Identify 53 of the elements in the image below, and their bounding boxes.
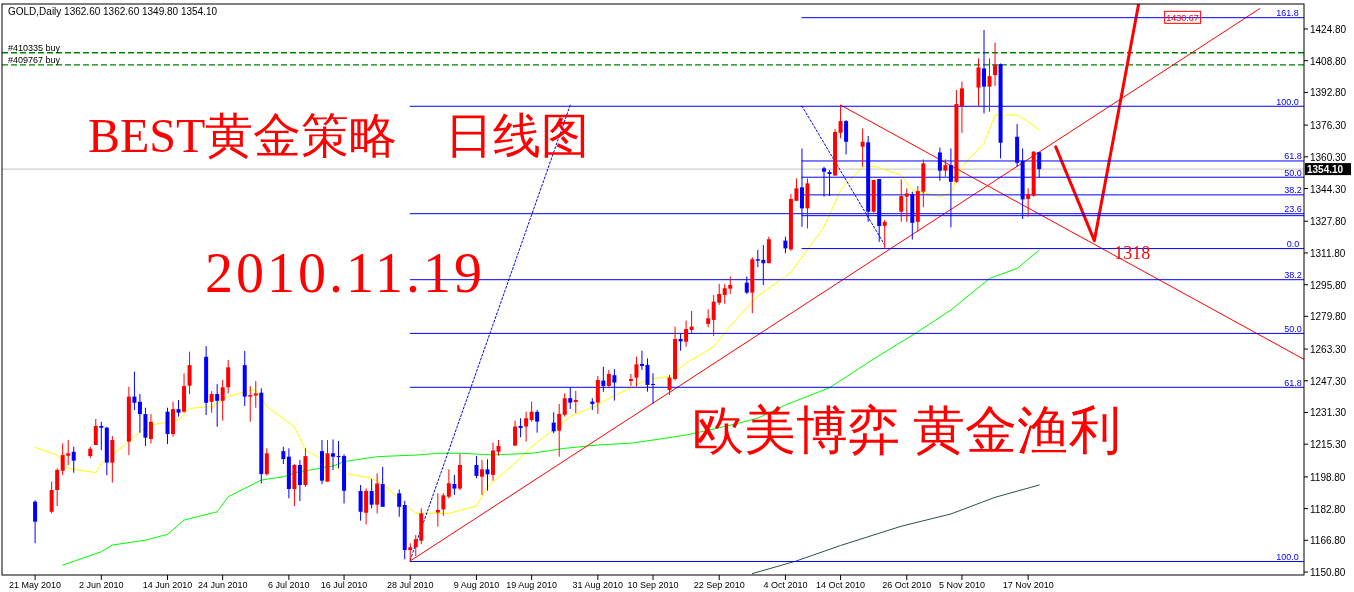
xtick: 19 Aug 2010: [506, 580, 557, 590]
ytick: 1408.80: [1310, 55, 1347, 67]
xtick: 14 Jun 2010: [142, 580, 193, 590]
ytick: 1344.30: [1310, 183, 1347, 195]
annotation: BEST黄金策略 日线图: [88, 109, 590, 162]
xtick: 22 Sep 2010: [693, 580, 745, 590]
xtick: 5 Nov 2010: [938, 580, 985, 590]
xtick: 9 Aug 2010: [453, 580, 500, 590]
annotation: 38.2: [1284, 270, 1302, 281]
ytick: 1150.80: [1310, 567, 1346, 579]
xtick: 4 Oct 2010: [763, 580, 808, 590]
ytick: 1215.30: [1310, 439, 1347, 451]
ytick: 1166.80: [1310, 535, 1346, 547]
annotation: 100.0: [1276, 552, 1299, 562]
annotation: 38.2: [1284, 185, 1302, 196]
xtick: 31 Aug 2010: [572, 580, 624, 590]
annotation: 100.0: [1276, 96, 1299, 107]
annotation: 61.8: [1284, 377, 1302, 388]
annotation: 50.0: [1284, 167, 1302, 178]
xtick: 6 Jul 2010: [268, 580, 310, 590]
annotation: 161.8: [1276, 8, 1299, 19]
ytick: 1424.80: [1310, 23, 1347, 35]
annotation: 1318: [1114, 242, 1151, 263]
xtick: 24 Jun 2010: [197, 580, 248, 590]
xtick: 28 Jul 2010: [387, 580, 434, 590]
annotation: 2010.11.19: [205, 242, 485, 304]
ref-label: #410335 buy: [8, 42, 61, 53]
xtick: 26 Oct 2010: [882, 580, 932, 590]
annotation: 50.0: [1284, 323, 1302, 334]
title: GOLD,Daily 1362.60 1362.60 1349.80 1354.10: [8, 6, 218, 17]
xtick: 14 Oct 2010: [816, 580, 866, 590]
xtick: 16 Jul 2010: [320, 580, 368, 590]
ytick: 1182.80: [1310, 503, 1346, 515]
ytick: 1392.80: [1310, 87, 1347, 99]
ref-label: 1354.10: [1307, 164, 1344, 176]
ytick: 1311.80: [1310, 247, 1346, 259]
annotation: 0.0: [1286, 239, 1300, 250]
xtick: 2 Jun 2010: [79, 580, 124, 590]
ytick: 1360.30: [1310, 151, 1347, 163]
annotation: 23.6: [1284, 204, 1302, 215]
ytick: 1279.80: [1310, 311, 1347, 323]
ytick: 1231.30: [1310, 407, 1347, 419]
xtick: 17 Nov 2010: [1002, 580, 1054, 590]
ref-label: #409767 buy: [8, 54, 61, 65]
ytick: 1263.30: [1310, 344, 1347, 356]
xtick: 10 Sep 2010: [627, 580, 679, 590]
ytick: 1327.80: [1310, 216, 1347, 228]
xtick: 21 May 2010: [9, 580, 62, 590]
ytick: 1247.30: [1310, 375, 1347, 387]
ytick: 1198.80: [1310, 471, 1346, 483]
ytick: 1295.80: [1310, 279, 1347, 291]
annotation: 61.8: [1284, 151, 1302, 162]
ytick: 1376.30: [1310, 120, 1347, 132]
